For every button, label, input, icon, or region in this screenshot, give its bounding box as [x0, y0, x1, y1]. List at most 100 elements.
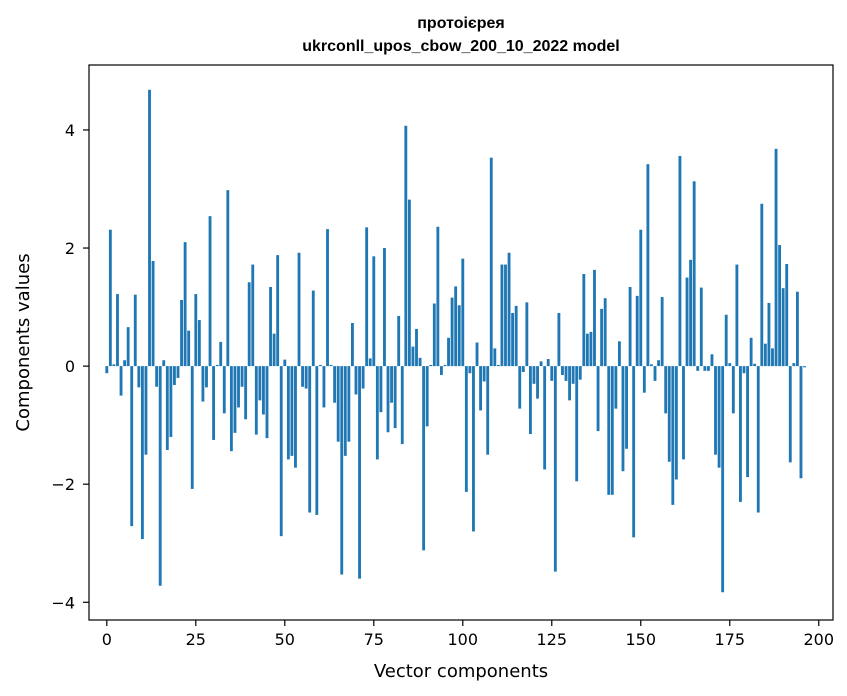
bar-component-167 — [699, 287, 703, 367]
bar-component-60 — [318, 364, 322, 367]
bar-component-0 — [105, 366, 109, 374]
bar-component-177 — [735, 264, 739, 367]
bar-component-172 — [717, 366, 721, 468]
bar-component-29 — [208, 216, 212, 367]
bar-component-48 — [276, 255, 280, 367]
bar-component-43 — [258, 366, 262, 401]
x-tick-label: 25 — [186, 630, 206, 649]
bar-component-99 — [457, 305, 461, 367]
bar-component-117 — [521, 366, 525, 373]
y-tick-label: 4 — [65, 121, 75, 140]
bar-component-93 — [436, 226, 440, 367]
bar-component-157 — [664, 366, 668, 414]
bar-component-105 — [479, 366, 483, 411]
bar-component-116 — [518, 366, 522, 409]
bar-component-183 — [756, 366, 760, 513]
bar-component-71 — [358, 366, 361, 579]
bar-component-156 — [660, 297, 664, 367]
bar-component-57 — [308, 366, 312, 513]
bar-component-147 — [628, 287, 632, 367]
bar-component-196 — [803, 366, 806, 368]
bar-component-121 — [536, 366, 539, 399]
bar-component-30 — [212, 366, 216, 440]
bar-component-12 — [148, 89, 151, 367]
bar-component-180 — [746, 366, 749, 478]
bar-component-129 — [564, 366, 568, 381]
bar-component-109 — [493, 348, 497, 367]
bar-component-28 — [205, 366, 208, 388]
bar-component-79 — [386, 366, 390, 433]
bars-group — [105, 89, 806, 593]
x-tick-label: 50 — [275, 630, 295, 649]
bar-component-25 — [194, 294, 198, 367]
bar-component-137 — [593, 269, 596, 367]
bar-component-142 — [610, 366, 614, 495]
y-tick-label: −4 — [51, 593, 75, 612]
bar-component-94 — [440, 366, 443, 375]
bar-component-9 — [137, 366, 141, 388]
bar-component-11 — [144, 366, 148, 455]
bar-component-32 — [219, 341, 223, 367]
bar-component-131 — [571, 366, 575, 384]
bar-component-151 — [642, 366, 646, 393]
bar-component-69 — [351, 323, 354, 367]
bar-component-136 — [589, 331, 593, 367]
bar-component-4 — [119, 366, 123, 396]
x-tick-label: 75 — [364, 630, 384, 649]
bar-component-19 — [173, 366, 176, 386]
bar-component-178 — [739, 366, 742, 502]
bar-component-58 — [311, 290, 315, 367]
bar-component-46 — [269, 287, 272, 367]
chart-title: протоієрея — [417, 15, 505, 32]
bar-component-141 — [607, 366, 611, 495]
bar-component-192 — [788, 366, 792, 463]
bar-component-92 — [432, 303, 436, 367]
bar-component-100 — [461, 258, 465, 367]
bar-component-179 — [742, 366, 746, 374]
bar-component-5 — [123, 360, 127, 367]
bar-component-154 — [653, 366, 657, 381]
bar-component-120 — [532, 366, 536, 384]
bar-component-3 — [116, 294, 119, 367]
bar-component-119 — [528, 366, 532, 435]
bar-component-98 — [454, 286, 458, 367]
bar-component-61 — [322, 366, 326, 408]
bar-component-135 — [585, 333, 589, 367]
bar-component-55 — [301, 366, 305, 387]
bar-component-31 — [215, 364, 219, 367]
bar-component-41 — [251, 264, 255, 367]
bar-component-190 — [781, 288, 785, 367]
bar-component-84 — [404, 125, 408, 367]
bar-component-17 — [165, 366, 169, 450]
bar-component-73 — [365, 227, 369, 367]
bar-component-89 — [422, 366, 426, 551]
bar-component-40 — [247, 282, 251, 367]
bar-component-113 — [507, 252, 511, 367]
bar-component-52 — [290, 366, 294, 456]
bar-component-194 — [795, 291, 799, 367]
x-tick-label: 0 — [102, 630, 112, 649]
bar-component-51 — [286, 366, 290, 460]
bar-component-16 — [162, 360, 166, 367]
bar-component-187 — [771, 348, 774, 367]
bar-component-133 — [578, 366, 582, 380]
bar-component-72 — [361, 366, 365, 389]
bar-component-163 — [685, 277, 689, 367]
y-tick-label: 2 — [65, 239, 75, 258]
bar-component-168 — [703, 366, 707, 371]
bar-component-49 — [279, 366, 283, 537]
bar-component-63 — [329, 364, 333, 367]
bar-component-160 — [674, 366, 678, 480]
x-tick-label: 175 — [714, 630, 745, 649]
bar-component-22 — [183, 242, 187, 367]
bar-component-24 — [190, 366, 194, 489]
bar-component-110 — [496, 364, 500, 367]
bar-component-50 — [283, 359, 287, 367]
x-tick-label: 125 — [537, 630, 568, 649]
bar-component-36 — [233, 366, 237, 433]
bar-component-106 — [482, 366, 486, 382]
bar-component-164 — [689, 259, 693, 367]
bar-component-111 — [500, 264, 504, 367]
bar-component-191 — [785, 263, 789, 367]
bar-component-97 — [450, 297, 454, 367]
